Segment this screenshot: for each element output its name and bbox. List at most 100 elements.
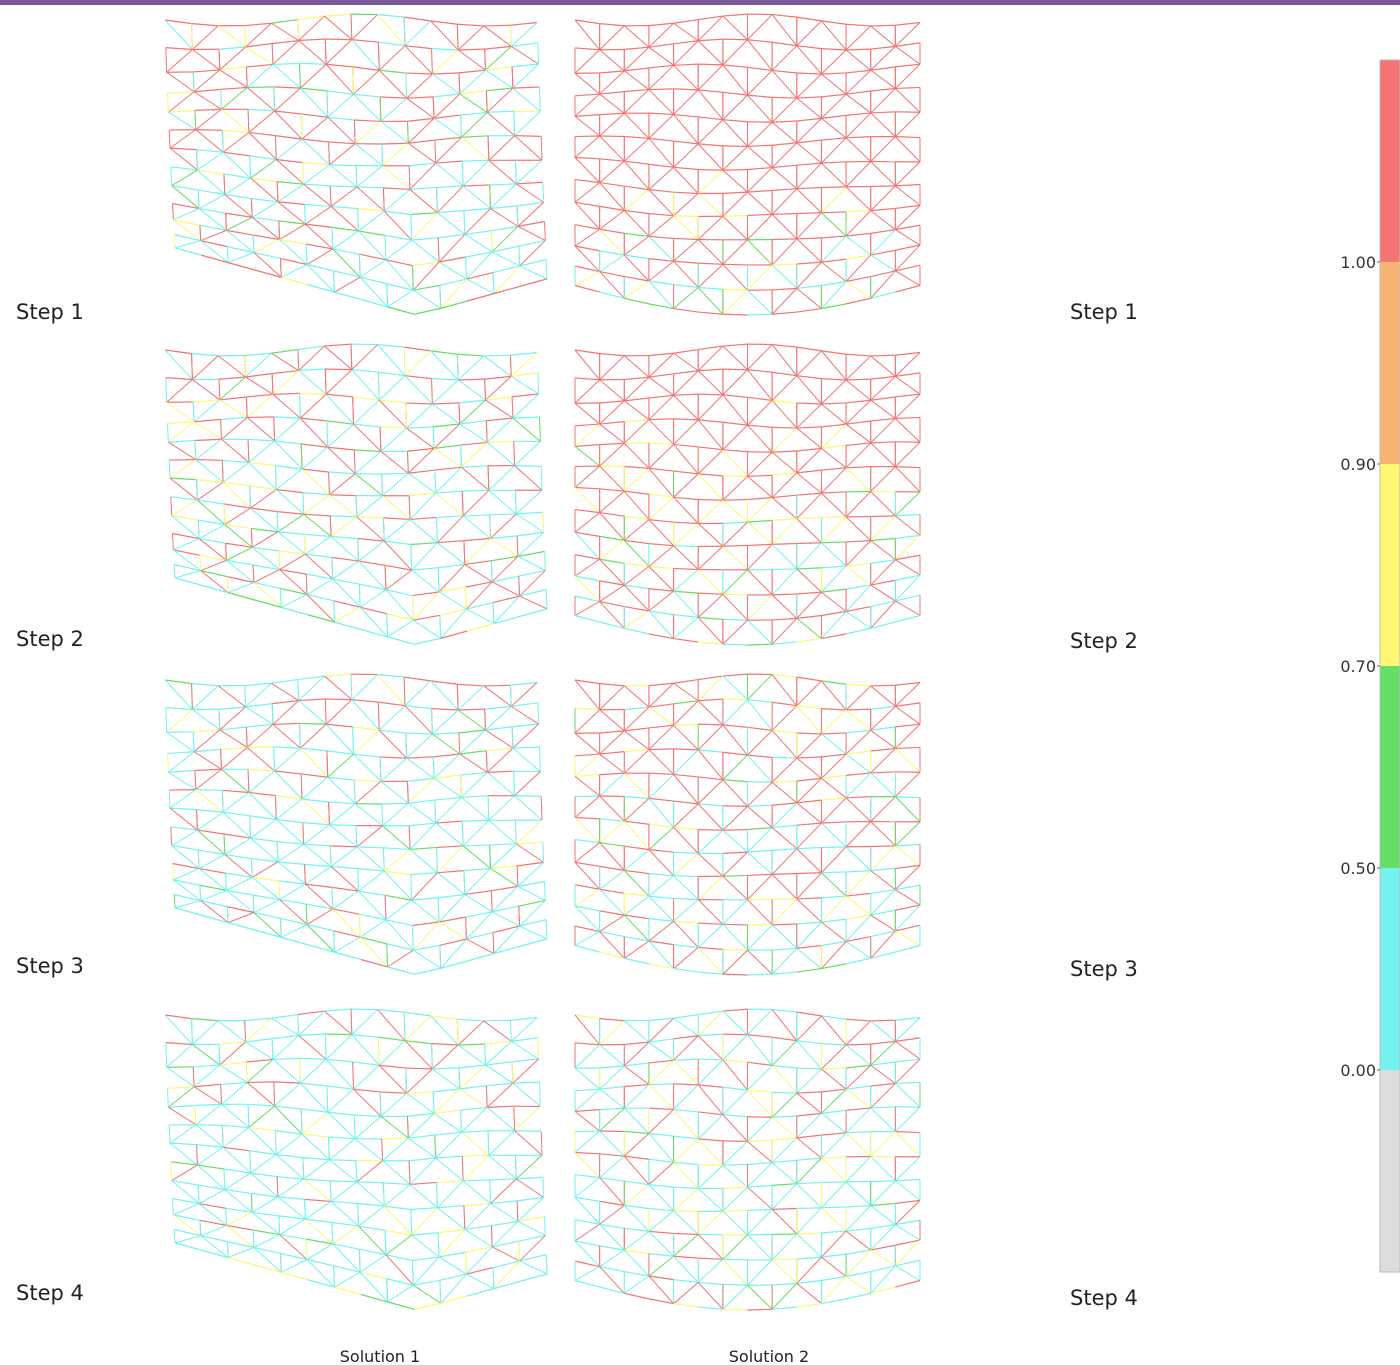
member bbox=[698, 594, 723, 617]
member bbox=[600, 1205, 625, 1224]
member bbox=[575, 754, 600, 776]
member bbox=[460, 751, 487, 754]
member bbox=[196, 130, 223, 131]
member bbox=[624, 750, 649, 774]
member bbox=[674, 1256, 699, 1258]
member bbox=[748, 544, 773, 545]
member bbox=[486, 1065, 513, 1083]
member bbox=[846, 298, 871, 304]
member bbox=[797, 493, 822, 519]
member bbox=[846, 236, 871, 255]
member bbox=[871, 846, 896, 871]
member bbox=[515, 112, 541, 136]
member bbox=[624, 1156, 649, 1159]
member bbox=[624, 773, 649, 798]
member bbox=[410, 519, 437, 542]
member bbox=[491, 206, 518, 209]
member bbox=[514, 1106, 515, 1130]
member bbox=[196, 769, 222, 789]
member bbox=[412, 898, 439, 900]
member bbox=[846, 1019, 871, 1021]
member bbox=[821, 468, 846, 493]
member bbox=[359, 211, 385, 231]
member bbox=[306, 1239, 307, 1259]
member bbox=[748, 700, 773, 703]
member bbox=[674, 1018, 699, 1035]
member bbox=[545, 222, 546, 241]
member bbox=[276, 139, 302, 159]
member bbox=[408, 1135, 435, 1138]
member bbox=[439, 1257, 466, 1274]
member bbox=[220, 400, 247, 418]
member bbox=[328, 424, 354, 447]
member bbox=[200, 1220, 201, 1235]
member bbox=[519, 906, 520, 926]
member bbox=[520, 900, 546, 926]
member bbox=[871, 1083, 896, 1086]
member bbox=[772, 15, 797, 18]
member bbox=[624, 47, 649, 71]
member bbox=[624, 1021, 649, 1042]
member bbox=[698, 804, 723, 806]
member bbox=[466, 917, 467, 939]
member bbox=[460, 424, 487, 442]
member bbox=[723, 1309, 748, 1310]
member bbox=[165, 1015, 192, 1019]
member bbox=[600, 161, 625, 182]
member bbox=[357, 847, 384, 848]
member bbox=[772, 98, 797, 122]
member bbox=[463, 516, 490, 539]
member bbox=[772, 569, 797, 595]
member bbox=[895, 1017, 920, 1020]
member bbox=[192, 1045, 219, 1065]
member bbox=[772, 1116, 797, 1117]
member bbox=[895, 1281, 920, 1288]
member bbox=[246, 1059, 273, 1062]
member bbox=[360, 607, 387, 614]
member bbox=[352, 370, 379, 401]
member bbox=[196, 790, 223, 813]
member bbox=[170, 460, 196, 479]
member bbox=[459, 730, 486, 733]
member bbox=[519, 570, 546, 576]
member bbox=[674, 474, 699, 497]
member bbox=[245, 353, 272, 355]
member bbox=[600, 183, 625, 211]
member bbox=[575, 733, 600, 754]
member bbox=[846, 893, 871, 896]
member bbox=[466, 933, 493, 939]
member bbox=[196, 1125, 223, 1148]
member bbox=[437, 847, 438, 872]
member bbox=[723, 1034, 748, 1035]
member bbox=[797, 189, 822, 213]
member bbox=[493, 266, 520, 273]
member bbox=[273, 1036, 299, 1060]
member bbox=[624, 467, 649, 469]
member bbox=[723, 146, 748, 170]
member bbox=[222, 460, 249, 462]
member bbox=[280, 1253, 281, 1272]
member bbox=[895, 865, 920, 868]
member bbox=[491, 869, 518, 887]
member bbox=[674, 394, 699, 395]
member bbox=[196, 460, 223, 483]
member bbox=[459, 403, 460, 424]
member bbox=[197, 480, 198, 500]
member bbox=[228, 583, 254, 593]
member bbox=[460, 70, 486, 94]
member bbox=[458, 50, 485, 70]
member bbox=[360, 1272, 387, 1302]
member bbox=[821, 710, 846, 734]
member bbox=[463, 1155, 489, 1181]
member bbox=[797, 1016, 822, 1041]
member bbox=[871, 1181, 896, 1206]
member bbox=[723, 192, 748, 216]
member bbox=[437, 187, 438, 212]
member bbox=[723, 1011, 748, 1035]
member bbox=[275, 796, 276, 820]
member bbox=[772, 376, 797, 401]
member bbox=[723, 676, 748, 700]
member bbox=[649, 113, 674, 114]
member bbox=[515, 1131, 542, 1156]
member bbox=[698, 120, 723, 144]
